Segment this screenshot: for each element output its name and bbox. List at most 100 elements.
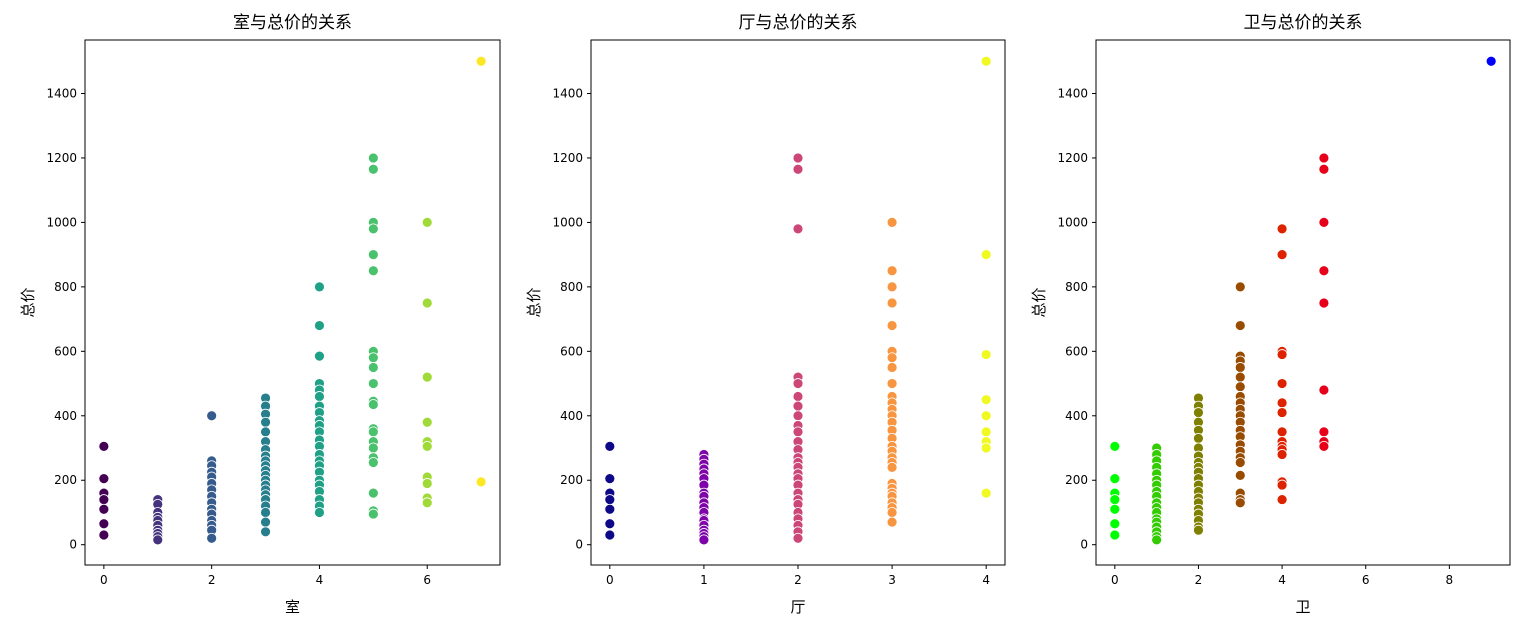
x-tick-label: 1 [700,573,708,587]
data-point [475,55,487,67]
data-point [367,152,379,164]
y-tick-label: 1000 [1057,215,1088,229]
data-point [886,461,898,473]
data-point [1193,524,1204,536]
data-point [792,378,804,389]
data-point [367,442,379,454]
data-point [1318,152,1330,164]
data-point [367,426,379,438]
data-point [792,410,804,422]
data-point [792,391,804,402]
data-point [980,426,992,438]
data-point [1276,479,1288,491]
y-tick-label: 200 [560,473,583,487]
y-tick-label: 800 [54,280,77,294]
x-tick-label: 8 [1446,573,1454,587]
plot-frame [1095,39,1511,566]
data-point [421,440,433,452]
y-tick-label: 0 [1080,538,1088,552]
data-point [367,457,379,468]
data-point [604,440,616,452]
data-point [1318,384,1330,396]
y-tick-label: 1400 [1057,86,1088,100]
x-axis-label: 厅 [790,598,805,616]
data-point [1318,217,1330,228]
data-point [1276,349,1288,360]
x-tick-label: 4 [316,573,324,587]
chart-title: 卫与总价的关系 [1244,13,1363,33]
plot-frame [84,39,501,566]
data-point [367,362,379,373]
x-tick-label: 0 [100,573,108,587]
y-tick-label: 1200 [46,151,77,165]
data-point [886,265,898,277]
y-tick-label: 1000 [46,215,77,229]
data-point [698,534,710,546]
data-point [98,494,110,505]
data-point [1109,503,1121,515]
data-point [421,497,433,509]
data-point [1318,426,1330,438]
data-point [98,518,110,530]
data-point [1234,457,1246,468]
y-tick-label: 1400 [552,86,583,100]
data-point [421,297,433,309]
y-axis-label: 总价 [1030,287,1048,317]
data-point [1234,371,1246,383]
y-tick-label: 0 [69,538,77,552]
data-point [886,320,898,331]
data-point [980,349,992,360]
data-point [1234,381,1246,393]
data-point [1276,407,1288,418]
y-axis-label: 总价 [19,287,37,317]
data-point [886,507,898,518]
data-point [367,378,379,389]
data-point [1276,223,1288,235]
data-point [980,55,992,67]
data-points [98,55,487,546]
data-point [260,416,271,428]
data-point [604,494,616,505]
data-points [604,55,992,546]
y-tick-label: 600 [560,344,583,358]
data-point [886,362,898,373]
data-point [604,503,616,515]
data-point [604,518,616,530]
data-point [260,526,271,538]
data-point [152,534,164,546]
data-point [792,223,804,235]
y-tick-label: 600 [1065,344,1088,358]
data-point [1276,378,1288,389]
y-tick-label: 200 [1065,473,1088,487]
data-point [1276,249,1288,261]
data-point [367,223,379,235]
data-point [1318,440,1330,452]
data-point [314,320,325,331]
data-point [421,416,433,428]
data-point [98,473,110,485]
data-point [1193,432,1204,444]
data-point [421,217,433,228]
data-point [314,281,325,293]
x-tick-label: 2 [1195,573,1203,587]
y-tick-label: 1000 [552,215,583,229]
data-point [367,352,379,364]
data-point [1318,265,1330,277]
data-point [792,400,804,412]
data-point [260,516,271,528]
y-tick-label: 1200 [552,151,583,165]
data-point [367,249,379,261]
data-point [792,532,804,544]
data-point [1318,297,1330,309]
data-point [1109,473,1121,485]
data-point [980,410,992,422]
data-point [792,152,804,164]
x-tick-label: 4 [982,573,990,587]
y-tick-label: 800 [1065,280,1088,294]
x-tick-label: 2 [208,573,216,587]
data-point [980,249,992,261]
data-point [206,410,218,422]
chart-title: 厅与总价的关系 [739,13,858,33]
data-point [1276,494,1288,505]
